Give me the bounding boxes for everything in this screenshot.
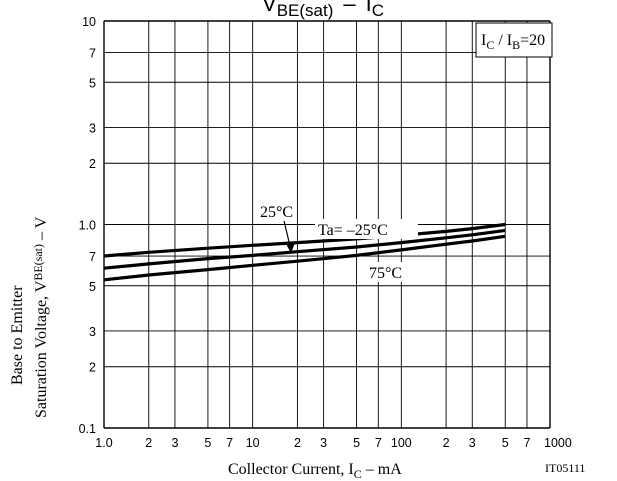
y-tick-label: 2 bbox=[89, 157, 96, 171]
ta-75-label-bg bbox=[366, 262, 416, 282]
y-tick-label: 7 bbox=[89, 250, 96, 264]
ta-25-label-bg bbox=[315, 219, 418, 239]
series-line-1 bbox=[103, 228, 506, 270]
y-tick-label: 7 bbox=[89, 47, 96, 61]
x-tick-label: 1.0 bbox=[95, 436, 112, 450]
y-tick-label: 2 bbox=[89, 361, 96, 375]
x-axis-label: Collector Current, IC – mA bbox=[228, 461, 402, 481]
chart-title: VBE(sat) – IC bbox=[262, 0, 384, 20]
x-tick-label: 7 bbox=[523, 436, 530, 450]
series-line-2 bbox=[103, 234, 506, 282]
x-tick-label: 1000 bbox=[544, 436, 572, 450]
grid bbox=[103, 20, 551, 429]
y-tick-label: 5 bbox=[89, 76, 96, 90]
x-tick-label: 5 bbox=[502, 436, 509, 450]
x-tick-label: 100 bbox=[391, 436, 412, 450]
y-tick-label: 10 bbox=[82, 15, 96, 29]
x-tick-label: 3 bbox=[171, 436, 178, 450]
condition-box-border bbox=[475, 22, 553, 58]
y-axis-label-line2: Saturation Voltage, VBE(sat) – V bbox=[31, 216, 50, 418]
x-tick-label: 2 bbox=[294, 436, 301, 450]
x-tick-label: 7 bbox=[226, 436, 233, 450]
x-tick-labels: 1.0 2 3 5 7 10 2 3 5 7 100 2 3 5 7 1000 bbox=[95, 436, 572, 450]
ta-75-label: 75°C bbox=[369, 265, 402, 282]
y-tick-label: 3 bbox=[89, 325, 96, 339]
x-tick-label: 2 bbox=[145, 436, 152, 450]
x-tick-label: 3 bbox=[320, 436, 327, 450]
figure-id: IT05111 bbox=[545, 461, 585, 475]
y-tick-label: 3 bbox=[89, 121, 96, 135]
series-annotations: Ta= –25°C 25°C 75°C bbox=[260, 204, 418, 282]
x-tick-label: 7 bbox=[375, 436, 382, 450]
y-tick-label: 5 bbox=[89, 280, 96, 294]
x-tick-label: 3 bbox=[469, 436, 476, 450]
condition-label: IC / IB=20 bbox=[481, 32, 545, 52]
condition-box: IC / IB=20 bbox=[475, 22, 553, 58]
ta-minus25-label: Ta= –25°C bbox=[318, 222, 388, 239]
x-tick-label: 5 bbox=[353, 436, 360, 450]
y-tick-label: 1.0 bbox=[79, 219, 96, 233]
ta-25-label: 25°C bbox=[260, 204, 293, 221]
x-tick-label: 10 bbox=[246, 436, 260, 450]
series-line-0 bbox=[103, 222, 506, 258]
x-tick-label: 2 bbox=[443, 436, 450, 450]
ta-25-arrowhead bbox=[286, 243, 295, 253]
x-tick-label: 5 bbox=[204, 436, 211, 450]
y-tick-label: 0.1 bbox=[79, 422, 96, 436]
series-lines bbox=[103, 222, 506, 282]
y-tick-labels: 0.1 2 3 5 7 1.0 2 3 5 7 10 bbox=[79, 15, 96, 436]
y-axis-label-line1: Base to Emitter bbox=[9, 285, 26, 385]
